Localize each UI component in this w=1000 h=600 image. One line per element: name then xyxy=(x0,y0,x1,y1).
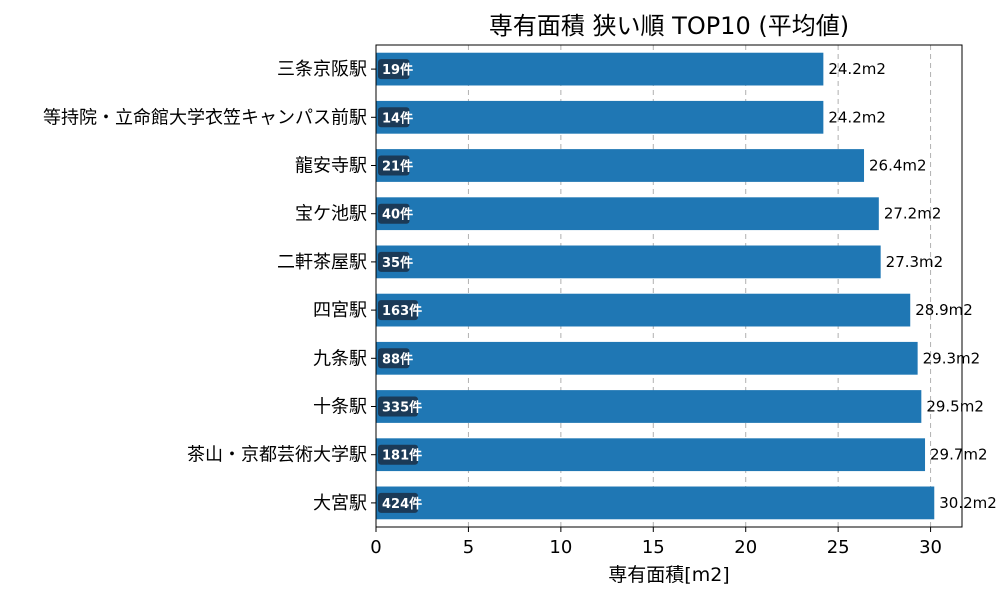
category-label: 二軒茶屋駅 xyxy=(277,252,367,273)
count-badge xyxy=(378,396,418,417)
bar xyxy=(376,197,879,231)
count-label: 181件 xyxy=(382,448,422,464)
value-label: 27.3m2 xyxy=(886,253,944,271)
x-tick-label: 10 xyxy=(549,537,572,558)
count-badge xyxy=(378,444,418,465)
x-tick-label: 5 xyxy=(463,537,474,558)
count-badge xyxy=(378,155,410,176)
category-label: 三条京阪駅 xyxy=(277,59,367,80)
count-badge xyxy=(378,492,418,513)
count-label: 40件 xyxy=(382,207,413,223)
count-label: 14件 xyxy=(382,110,413,126)
x-tick-label: 0 xyxy=(370,537,381,558)
count-label: 21件 xyxy=(382,159,413,175)
count-label: 88件 xyxy=(382,351,413,367)
count-badge xyxy=(378,107,410,128)
count-label: 335件 xyxy=(382,400,422,416)
value-label: 29.5m2 xyxy=(926,398,984,416)
bar xyxy=(376,52,824,86)
count-label: 19件 xyxy=(382,62,413,78)
value-label: 26.4m2 xyxy=(869,157,927,175)
bar xyxy=(376,341,918,375)
plot-frame xyxy=(375,44,963,528)
x-axis-ticks: 0 5 10 15 20 25 30 xyxy=(370,68,942,558)
category-label: 九条駅 xyxy=(313,348,367,369)
bar xyxy=(376,100,824,134)
category-label: 茶山・京都芸術大学駅 xyxy=(187,445,367,466)
x-tick-label: 20 xyxy=(734,537,757,558)
count-label: 35件 xyxy=(382,255,413,271)
bar xyxy=(376,293,911,327)
x-tick-label: 30 xyxy=(919,537,942,558)
value-label: 27.2m2 xyxy=(884,205,942,223)
value-label: 29.7m2 xyxy=(930,446,988,464)
category-label: 等持院・立命館大学衣笠キャンパス前駅 xyxy=(43,107,367,128)
count-label: 163件 xyxy=(382,303,422,319)
bar xyxy=(376,149,865,182)
value-label: 24.2m2 xyxy=(828,60,886,78)
count-badge xyxy=(378,348,410,369)
value-label: 28.9m2 xyxy=(915,301,973,319)
category-label: 宝ケ池駅 xyxy=(295,204,367,225)
category-label: 十条駅 xyxy=(313,397,367,418)
bar xyxy=(376,486,935,520)
chart-title: 専有面積 狭い順 TOP10 (平均値) xyxy=(489,12,849,40)
count-badge xyxy=(378,203,410,224)
count-label: 424件 xyxy=(382,496,422,512)
bars xyxy=(376,52,935,520)
bar xyxy=(376,245,881,279)
category-label: 四宮駅 xyxy=(313,300,367,321)
bar xyxy=(376,390,922,423)
x-tick-label: 15 xyxy=(642,537,665,558)
count-badge xyxy=(378,300,418,321)
category-label: 龍安寺駅 xyxy=(295,156,367,177)
x-axis-title: 専有面積[m2] xyxy=(608,564,729,586)
value-label: 29.3m2 xyxy=(923,349,981,367)
value-label: 24.2m2 xyxy=(828,108,886,126)
x-tick-label: 25 xyxy=(827,537,850,558)
count-badge xyxy=(378,59,410,80)
value-label: 30.2m2 xyxy=(939,494,997,512)
bar xyxy=(376,438,926,472)
category-label: 大宮駅 xyxy=(313,493,367,514)
count-badge xyxy=(378,251,410,272)
